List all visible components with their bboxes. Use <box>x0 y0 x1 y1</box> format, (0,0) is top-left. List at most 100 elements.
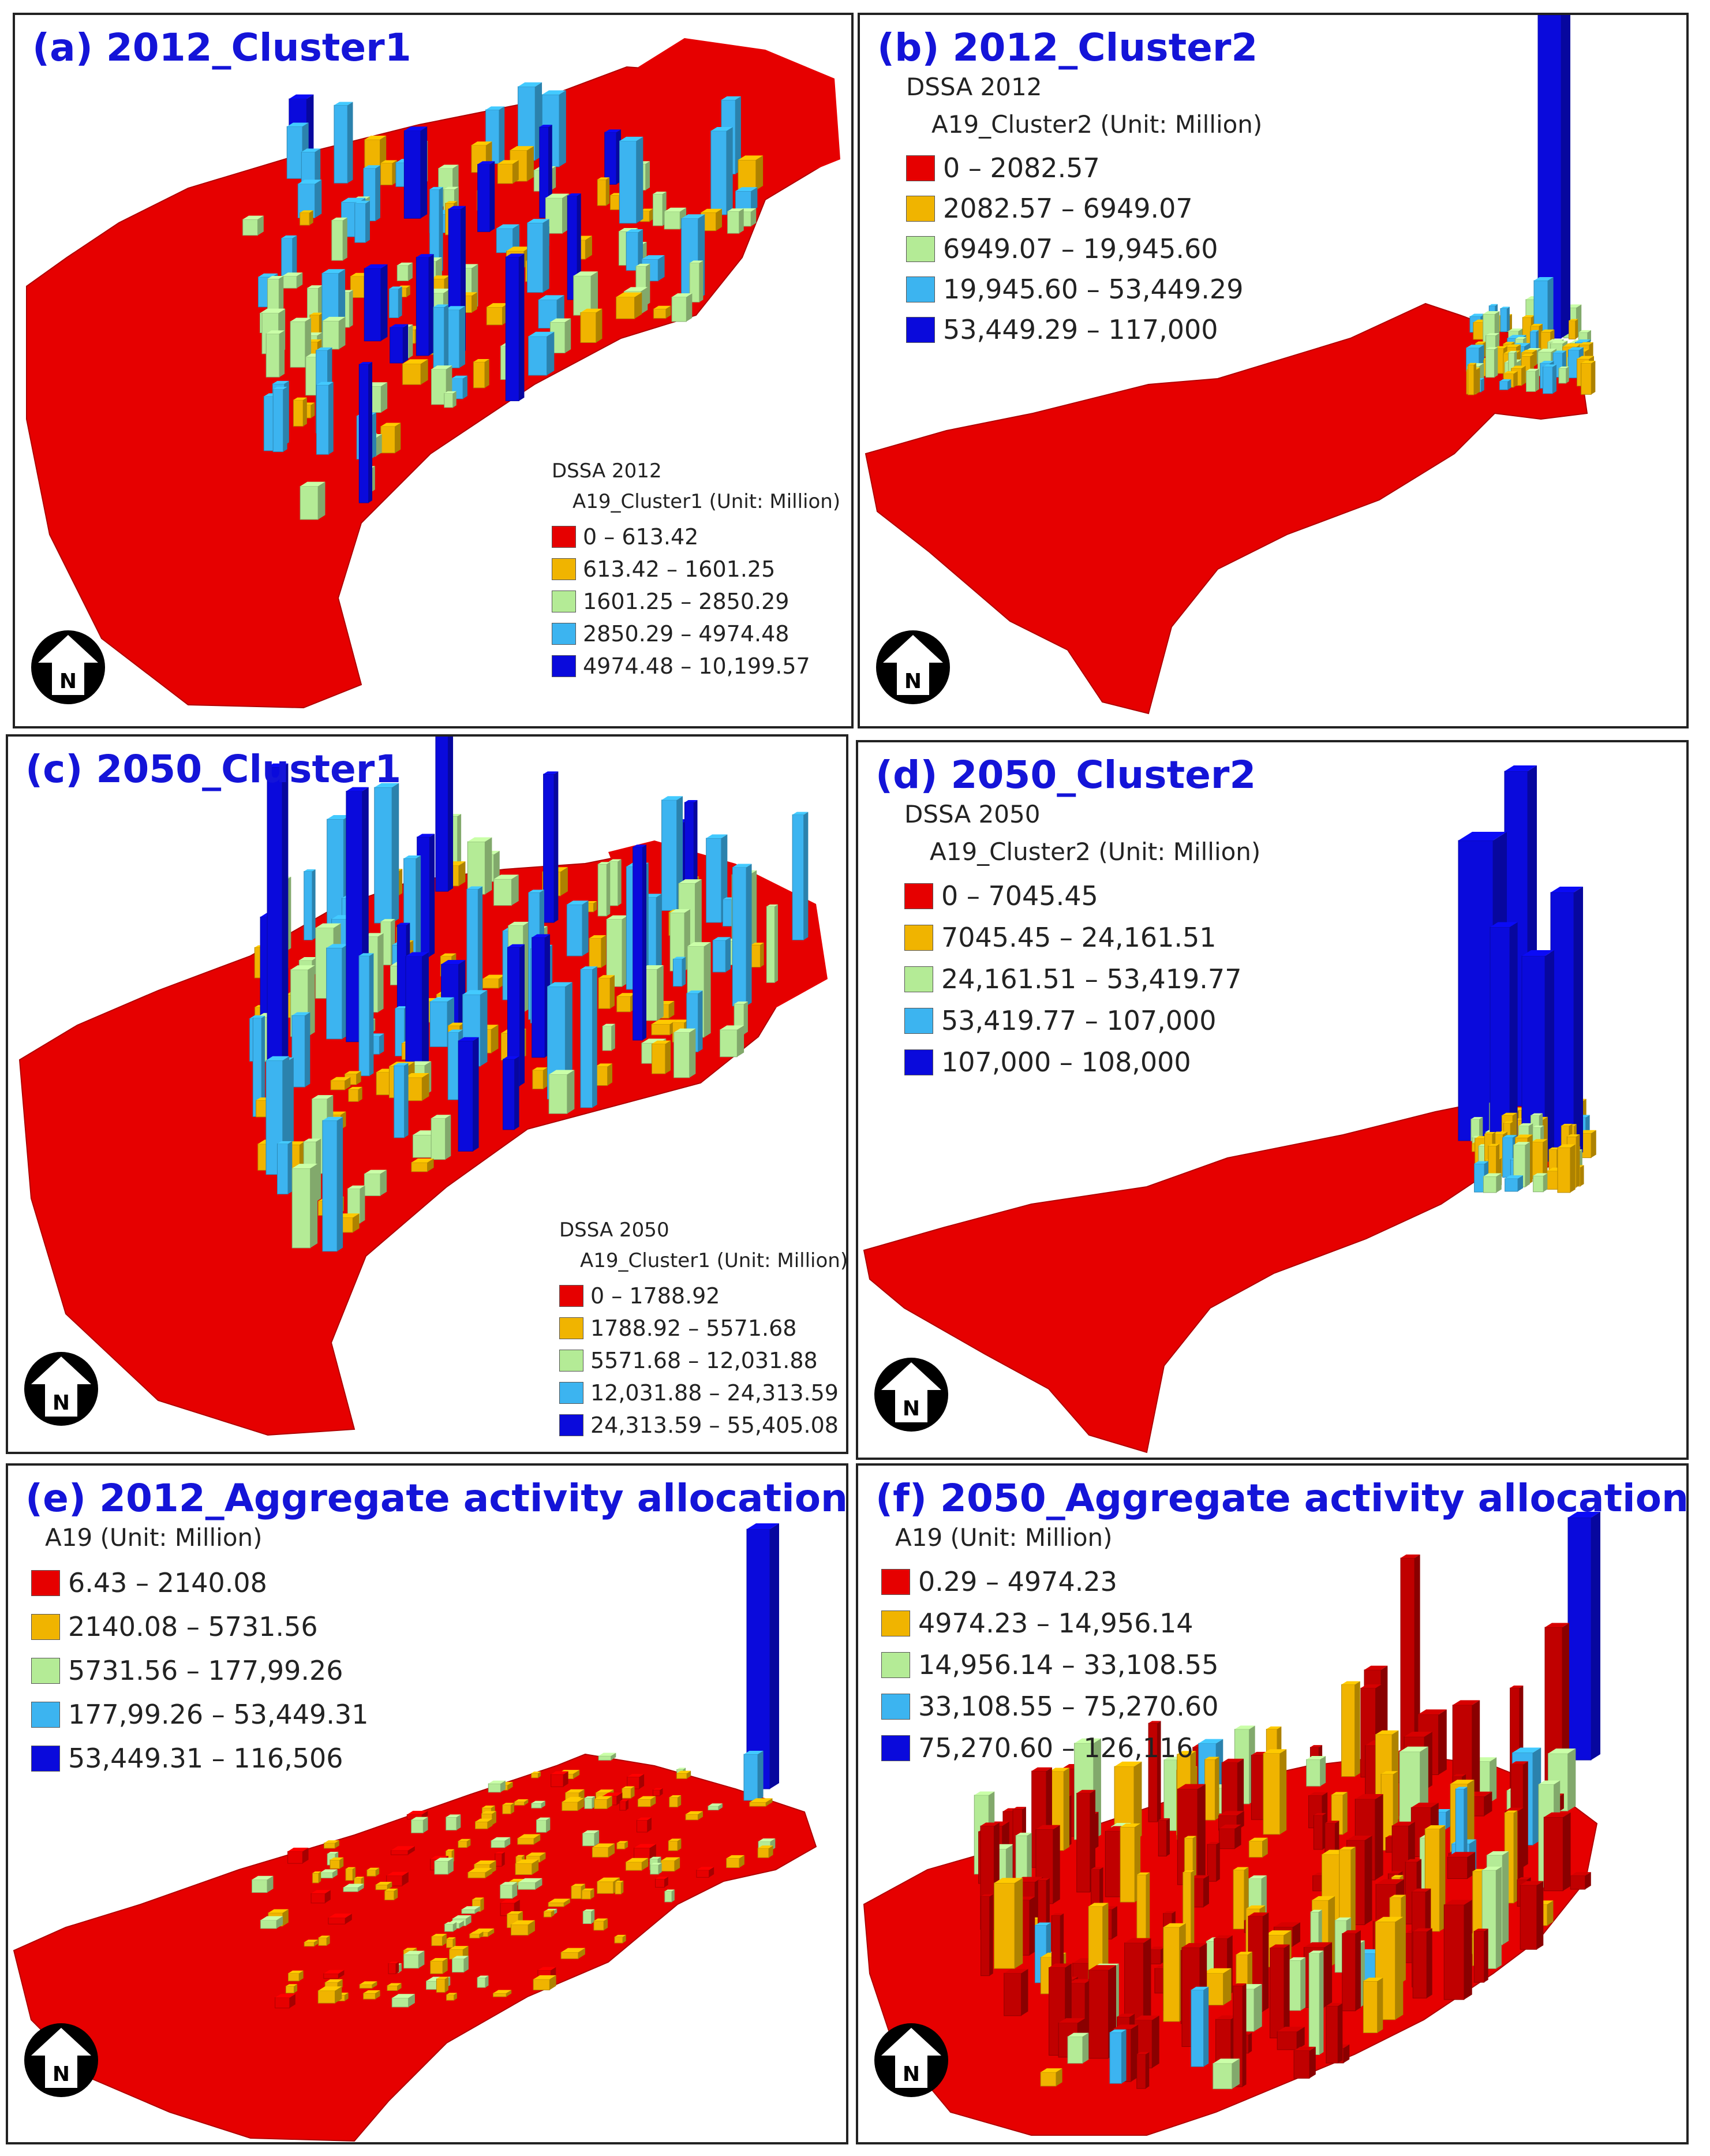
map-bar <box>252 1875 274 1893</box>
map-bar <box>1500 307 1510 332</box>
map-bar <box>1288 1957 1306 2011</box>
map-bar <box>592 1843 615 1858</box>
map-bar <box>431 1934 447 1946</box>
legend-swatch <box>881 1651 910 1678</box>
map-bar <box>328 1914 352 1925</box>
map-bar <box>1485 347 1498 378</box>
map-bar <box>593 1918 608 1931</box>
map-bar <box>503 1056 519 1130</box>
legend-label: 12,031.88 – 24,313.59 <box>590 1380 839 1406</box>
north-arrow-icon: N <box>871 2020 952 2103</box>
map-bar <box>792 812 809 940</box>
panel-title: (a) 2012_Cluster1 <box>32 25 411 70</box>
map-bar <box>1520 1881 1544 1950</box>
legend-label: 53,449.31 – 116,506 <box>68 1743 343 1774</box>
map-bar <box>732 864 752 1007</box>
map-bar <box>1149 1946 1166 1964</box>
north-label: N <box>53 2062 70 2086</box>
map-bar <box>402 359 428 385</box>
legend-label: 0 – 2082.57 <box>943 152 1100 184</box>
map-bar <box>1363 1977 1383 2034</box>
map-bar <box>531 1800 545 1809</box>
map-bar <box>394 1063 409 1138</box>
map-bar <box>1306 1756 1326 1787</box>
map-bar <box>277 1141 293 1195</box>
map-bar <box>673 1028 696 1078</box>
map-bar <box>1040 2068 1062 2087</box>
map-bar <box>300 210 313 226</box>
map-bar <box>1543 1812 1571 1892</box>
map-bar <box>581 1888 594 1900</box>
map-bar <box>477 1975 489 1988</box>
map-bar <box>1533 1173 1548 1193</box>
map-bar <box>533 1975 556 1990</box>
panel-title: (f) 2050_Aggregate activity allocation <box>875 1476 1689 1520</box>
map-bar <box>343 1884 364 1892</box>
map-bar <box>1505 1175 1524 1192</box>
map-3d-prism <box>18 737 828 1436</box>
legend-item: 2850.29 – 4974.48 <box>552 618 840 650</box>
legend-item: 4974.48 – 10,199.57 <box>552 650 840 682</box>
map-bar <box>616 1841 628 1849</box>
map-bar <box>633 845 647 1041</box>
legend-title: DSSA 2050 <box>559 1219 669 1242</box>
map-bar <box>1308 1951 1324 2055</box>
legend-item: 5571.68 – 12,031.88 <box>559 1344 846 1377</box>
map-bar <box>324 1840 339 1849</box>
map-bar <box>348 1086 362 1102</box>
map-bar <box>1207 1842 1220 1882</box>
map-bar <box>475 1818 493 1829</box>
map-bar <box>416 254 434 356</box>
legend-label: 33,108.55 – 75,270.60 <box>918 1691 1219 1722</box>
map-bar <box>1473 1929 1488 1983</box>
legend-title: DSSA 2050 <box>904 800 1041 828</box>
legend-subtitle: A19 (Unit: Million) <box>45 1523 263 1552</box>
map-bar <box>507 944 525 1086</box>
map-bar <box>743 1751 764 1801</box>
map-bar <box>594 1796 612 1809</box>
map-bar <box>696 1867 714 1878</box>
legend-label: 4974.48 – 10,199.57 <box>583 653 810 679</box>
legend-item: 24,161.51 – 53,419.77 <box>904 958 1260 1000</box>
legend-swatch <box>904 883 933 909</box>
region-base <box>863 1099 1581 1453</box>
map-bar <box>708 1803 723 1811</box>
map-bar <box>1558 366 1569 384</box>
map-bar <box>615 1881 624 1895</box>
map-bar <box>726 1855 744 1868</box>
map-bar <box>461 1906 481 1914</box>
legend-title: DSSA 2012 <box>906 73 1042 101</box>
map-bar <box>1557 1144 1576 1193</box>
map-bar <box>282 272 303 289</box>
legend-swatch <box>904 1049 933 1075</box>
map-bar <box>405 952 429 1076</box>
map-bar <box>363 1990 380 2000</box>
map-bar <box>1120 1823 1141 1903</box>
map-panel-d: (d) 2050_Cluster2 DSSA 2050 A19_Cluster2 (… <box>856 740 1689 1460</box>
map-bar <box>505 253 525 401</box>
map-bar <box>625 1858 649 1871</box>
map-bar <box>609 859 622 906</box>
map-bar <box>543 771 559 923</box>
legend: DSSA 2050 A19_Cluster2 (Unit: Million) 0 –… <box>904 800 1260 1083</box>
map-bar <box>477 161 495 232</box>
map-bar <box>452 1956 469 1973</box>
legend-label: 7045.45 – 24,161.51 <box>941 922 1217 953</box>
legend-swatch <box>904 966 933 992</box>
map-bar <box>403 126 428 219</box>
panel-title: (d) 2050_Cluster2 <box>875 753 1256 797</box>
map-bar <box>518 1878 542 1890</box>
map-bar <box>380 423 401 454</box>
legend: A19 (Unit: Million) 0.29 – 4974.23 4974.23… <box>881 1523 1218 1769</box>
map-bar <box>580 308 603 343</box>
legend-item: 0.29 – 4974.23 <box>881 1561 1218 1602</box>
map-3d-prism <box>26 38 840 709</box>
legend-swatch <box>904 924 933 951</box>
map-bar <box>267 763 289 1062</box>
map-3d-prism <box>13 1523 817 2142</box>
map-bar <box>584 1796 596 1809</box>
map-bar <box>598 1753 616 1761</box>
map-bar <box>653 305 671 319</box>
legend-swatch <box>906 236 935 262</box>
map-bar <box>275 1994 295 2009</box>
